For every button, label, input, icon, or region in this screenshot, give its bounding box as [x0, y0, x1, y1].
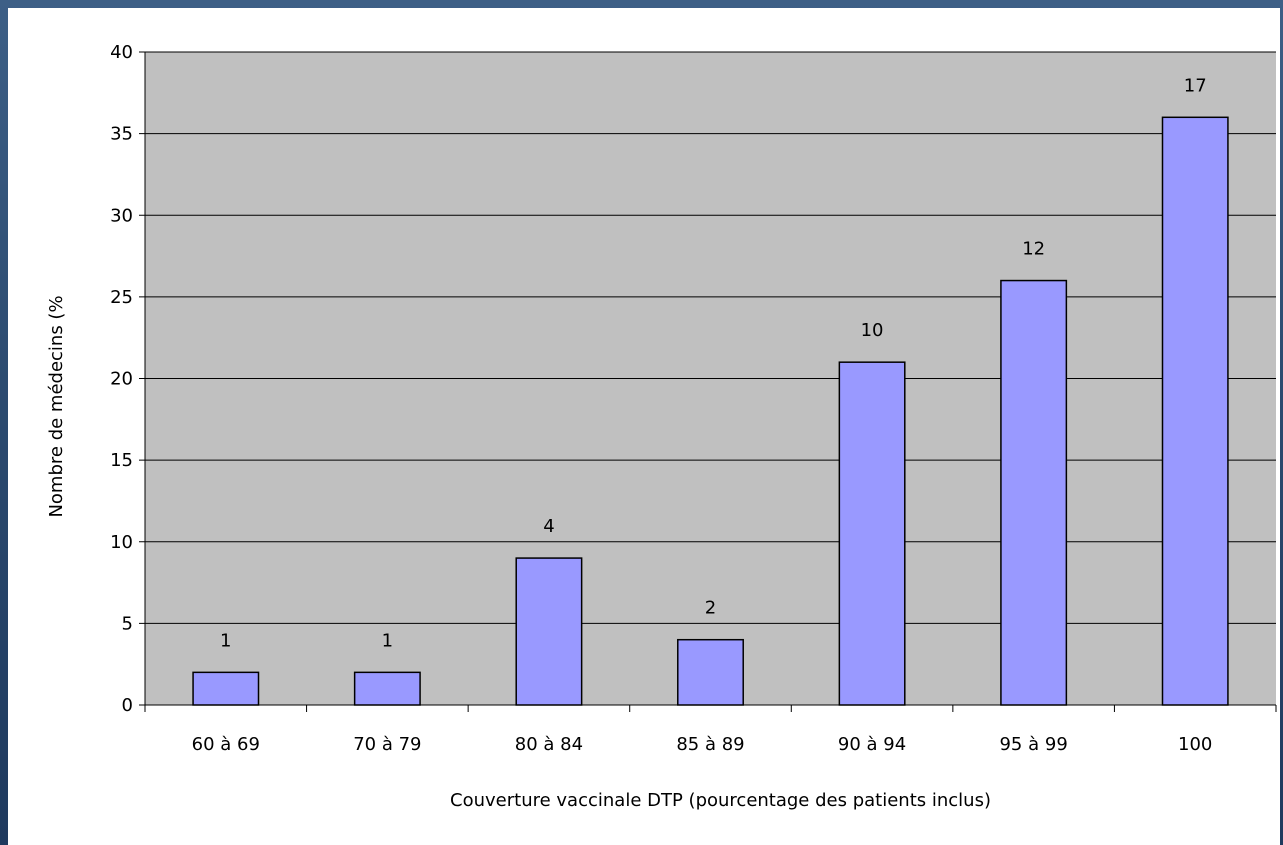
bar-data-label: 1 — [382, 630, 393, 651]
x-tick-label: 60 à 69 — [192, 734, 260, 755]
bar-data-label: 12 — [1022, 239, 1045, 260]
bar-data-label: 17 — [1184, 75, 1207, 96]
bar-data-label: 2 — [705, 598, 716, 619]
x-tick-label: 70 à 79 — [353, 734, 421, 755]
labels: 0 5 10 15 20 25 30 35 40 1 60 à 69 1 70 à 79 4 80 à 84… — [110, 42, 1212, 755]
bar — [192, 671, 260, 706]
y-axis-title: Nombre de médecins (% — [46, 295, 67, 517]
gridlines — [145, 51, 1276, 624]
y-tick-label: 15 — [110, 450, 133, 471]
y-tick-label: 25 — [110, 287, 133, 308]
bar — [353, 671, 421, 706]
y-tick-label: 40 — [110, 42, 133, 63]
x-tick-label: 100 — [1178, 734, 1212, 755]
y-tick-label: 0 — [122, 695, 133, 716]
bar-data-label: 4 — [543, 516, 554, 537]
bars — [192, 116, 1229, 706]
bar-data-label: 1 — [220, 630, 231, 651]
y-tick-label: 30 — [110, 205, 133, 226]
bar — [677, 638, 744, 706]
x-tick-label: 85 à 89 — [676, 734, 744, 755]
x-tick-label: 95 à 99 — [999, 734, 1067, 755]
x-tick-label: 90 à 94 — [838, 734, 906, 755]
axes — [139, 51, 1277, 712]
x-axis-title: Couverture vaccinale DTP (pourcentage de… — [450, 790, 991, 811]
y-tick-label: 20 — [110, 369, 133, 390]
chart-frame: 0 5 10 15 20 25 30 35 40 1 60 à 69 1 70 à 79 4 80 à 84… — [8, 8, 1280, 845]
bar — [1000, 279, 1068, 706]
y-tick-label: 10 — [110, 532, 133, 553]
bar — [515, 557, 583, 706]
bar-data-label: 10 — [861, 320, 884, 341]
x-tick-label: 80 à 84 — [515, 734, 583, 755]
bar — [838, 361, 906, 706]
y-tick-label: 35 — [110, 124, 133, 145]
bar-chart: 0 5 10 15 20 25 30 35 40 1 60 à 69 1 70 à 79 4 80 à 84… — [46, 42, 1277, 811]
y-tick-label: 5 — [122, 613, 133, 634]
bar — [1161, 116, 1229, 706]
